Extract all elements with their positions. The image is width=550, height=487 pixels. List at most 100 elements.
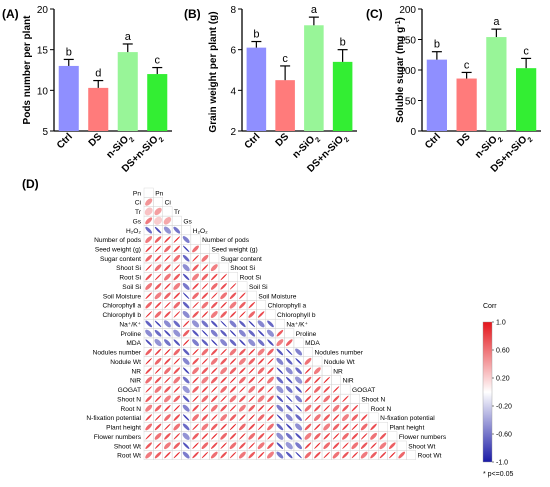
panel-c-label: (C) [366, 7, 383, 21]
correlation-ellipse [154, 357, 162, 365]
significance-note: * p<=0.05 [483, 471, 513, 478]
correlation-ellipse [220, 423, 227, 431]
correlation-ellipse [192, 264, 199, 271]
correlation-ellipse [154, 245, 162, 253]
correlation-ellipse [164, 255, 171, 262]
row-label: Shoot Wt [114, 443, 141, 450]
colorbar-tick-label: 0.20 [496, 376, 510, 383]
matrix-cell [387, 431, 398, 442]
correlation-ellipse [267, 367, 274, 374]
row-label: Nodule Wt [110, 359, 141, 366]
correlation-ellipse [295, 442, 303, 450]
correlation-ellipse [257, 329, 265, 337]
bar-ds [456, 78, 477, 131]
matrix-cell [200, 244, 210, 254]
diagonal-label: Root Si [240, 275, 262, 282]
correlation-ellipse [173, 414, 181, 421]
matrix-cell [153, 197, 163, 207]
correlation-ellipse [145, 282, 153, 290]
correlation-ellipse [220, 320, 227, 328]
correlation-ellipse [239, 339, 246, 346]
significance-letter: d [95, 68, 101, 80]
correlation-ellipse [163, 442, 171, 450]
correlation-ellipse [239, 414, 246, 421]
diagonal-label: Root Wt [418, 453, 442, 460]
correlation-ellipse [164, 292, 171, 300]
correlation-ellipse [182, 292, 190, 299]
correlation-ellipse [145, 254, 153, 262]
correlation-ellipse [323, 451, 330, 459]
correlation-ellipse [154, 451, 162, 459]
correlation-ellipse [285, 376, 293, 384]
correlation-ellipse [248, 311, 256, 318]
correlation-ellipse [211, 292, 218, 299]
correlation-ellipse [398, 451, 406, 459]
correlation-ellipse [257, 404, 265, 412]
correlation-ellipse [164, 414, 171, 421]
y-tick-label: 5 [42, 127, 48, 138]
correlation-ellipse [238, 329, 246, 337]
y-tick-label: 0 [410, 127, 416, 138]
correlation-ellipse [220, 414, 228, 422]
row-label: Nodules number [93, 350, 142, 357]
correlation-ellipse [173, 264, 181, 271]
correlation-ellipse [239, 311, 246, 318]
correlation-ellipse [370, 451, 377, 459]
correlation-ellipse [201, 273, 209, 281]
correlation-ellipse [323, 404, 330, 412]
correlation-ellipse [285, 358, 293, 365]
correlation-ellipse [145, 301, 153, 309]
correlation-ellipse [201, 404, 209, 412]
row-label: MDA [126, 340, 141, 347]
correlation-ellipse [342, 395, 349, 403]
correlation-ellipse [257, 414, 265, 421]
correlation-ellipse [257, 348, 265, 356]
panel-d-label: (D) [22, 177, 39, 191]
correlation-ellipse [332, 442, 340, 449]
correlation-ellipse [238, 404, 246, 412]
correlation-ellipse [201, 451, 209, 459]
significance-letter: c [282, 53, 288, 65]
correlation-ellipse [154, 329, 162, 337]
correlation-ellipse [163, 395, 171, 403]
correlation-ellipse [173, 282, 181, 290]
correlation-ellipse [192, 348, 199, 356]
correlation-ellipse [342, 432, 349, 440]
correlation-ellipse [323, 442, 331, 450]
correlation-ellipse [192, 283, 199, 290]
correlation-ellipse [164, 329, 171, 337]
correlation-ellipse [201, 264, 209, 271]
correlation-ellipse [229, 283, 237, 290]
correlation-ellipse [173, 442, 181, 450]
correlation-ellipse [239, 395, 246, 403]
correlation-ellipse [229, 320, 237, 328]
correlation-ellipse [229, 414, 237, 421]
correlation-ellipse [220, 283, 227, 290]
row-label: Number of pods [94, 237, 142, 244]
correlation-ellipse [154, 311, 162, 318]
correlation-ellipse [210, 320, 218, 328]
correlation-ellipse [173, 245, 181, 253]
correlation-ellipse [248, 451, 256, 459]
correlation-ellipse [351, 404, 359, 412]
correlation-ellipse [238, 357, 246, 365]
correlation-ellipse [182, 442, 190, 449]
correlation-ellipse [285, 404, 293, 412]
correlation-ellipse [220, 348, 227, 356]
row-label: Flower numbers [94, 434, 142, 441]
significance-letter: b [340, 37, 346, 49]
correlation-ellipse [351, 423, 359, 431]
correlation-ellipse [201, 442, 209, 450]
correlation-ellipse [314, 404, 321, 412]
correlation-ellipse [164, 264, 171, 271]
correlation-ellipse [182, 245, 190, 253]
correlation-ellipse [145, 395, 152, 403]
matrix-cell [284, 328, 295, 339]
row-label: Tr [135, 209, 142, 216]
correlation-ellipse [164, 236, 171, 243]
correlation-ellipse [201, 433, 209, 440]
correlation-ellipse [210, 376, 218, 384]
correlation-ellipse [154, 367, 162, 374]
row-label: Ci [135, 200, 142, 207]
correlation-ellipse [323, 395, 331, 403]
